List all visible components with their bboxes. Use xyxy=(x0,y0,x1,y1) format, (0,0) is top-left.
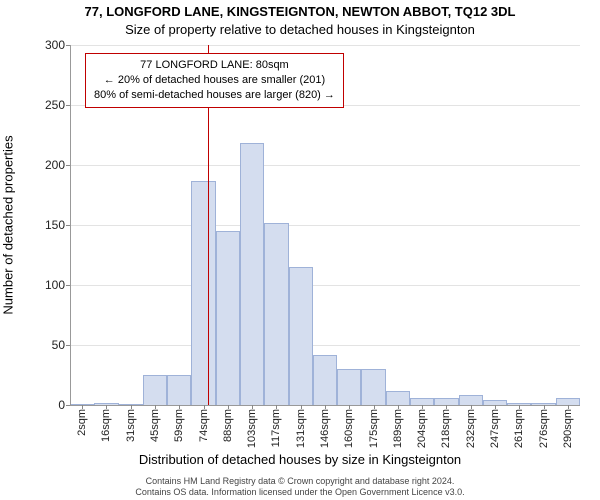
x-tick-label: 175sqm xyxy=(368,409,380,448)
chart-container: 77, LONGFORD LANE, KINGSTEIGNTON, NEWTON… xyxy=(0,0,600,500)
x-tick-label: 16sqm xyxy=(100,409,112,442)
y-axis-line xyxy=(70,45,71,405)
x-tick-label: 45sqm xyxy=(149,409,161,442)
y-tick-mark xyxy=(66,105,70,106)
x-tick-label: 218sqm xyxy=(440,409,452,448)
footer-attribution: Contains HM Land Registry data © Crown c… xyxy=(0,476,600,498)
y-tick-label: 100 xyxy=(35,278,65,292)
grid-line xyxy=(70,345,580,346)
x-tick-label: 117sqm xyxy=(270,409,282,447)
y-tick-label: 0 xyxy=(35,398,65,412)
y-axis-label: Number of detached properties xyxy=(1,135,16,314)
annotation-line: ← 20% of detached houses are smaller (20… xyxy=(94,73,335,88)
x-tick-label: 2sqm xyxy=(76,409,88,436)
histogram-bar xyxy=(191,181,215,405)
x-tick-label: 290sqm xyxy=(562,409,574,448)
histogram-bar xyxy=(167,375,191,405)
x-tick-label: 59sqm xyxy=(173,409,185,442)
footer-line-2: Contains OS data. Information licensed u… xyxy=(135,487,464,497)
annotation-box: 77 LONGFORD LANE: 80sqm← 20% of detached… xyxy=(85,53,344,108)
plot-area: 77 LONGFORD LANE: 80sqm← 20% of detached… xyxy=(70,45,580,405)
grid-line xyxy=(70,165,580,166)
x-tick-label: 204sqm xyxy=(416,409,428,448)
y-tick-label: 200 xyxy=(35,158,65,172)
x-axis-label: Distribution of detached houses by size … xyxy=(0,452,600,467)
grid-line xyxy=(70,45,580,46)
histogram-bar xyxy=(143,375,167,405)
y-tick-label: 250 xyxy=(35,98,65,112)
y-tick-mark xyxy=(66,225,70,226)
y-tick-mark xyxy=(66,345,70,346)
y-tick-label: 150 xyxy=(35,218,65,232)
x-tick-label: 103sqm xyxy=(246,409,258,448)
x-tick-label: 74sqm xyxy=(198,409,210,442)
annotation-line: 80% of semi-detached houses are larger (… xyxy=(94,88,335,103)
y-tick-mark xyxy=(66,285,70,286)
histogram-bar xyxy=(216,231,240,405)
x-tick-label: 261sqm xyxy=(513,409,525,448)
chart-subtitle: Size of property relative to detached ho… xyxy=(0,22,600,37)
y-tick-label: 50 xyxy=(35,338,65,352)
y-tick-mark xyxy=(66,45,70,46)
histogram-bar xyxy=(410,398,434,405)
x-tick-label: 160sqm xyxy=(343,409,355,448)
annotation-line: 77 LONGFORD LANE: 80sqm xyxy=(94,58,335,73)
histogram-bar xyxy=(434,398,458,405)
x-tick-label: 31sqm xyxy=(125,409,137,442)
histogram-bar xyxy=(337,369,361,405)
x-tick-label: 146sqm xyxy=(319,409,331,448)
footer-line-1: Contains HM Land Registry data © Crown c… xyxy=(146,476,455,486)
grid-line xyxy=(70,225,580,226)
x-tick-label: 189sqm xyxy=(392,409,404,448)
x-tick-label: 88sqm xyxy=(222,409,234,442)
histogram-bar xyxy=(240,143,264,405)
chart-title: 77, LONGFORD LANE, KINGSTEIGNTON, NEWTON… xyxy=(0,4,600,19)
x-tick-label: 131sqm xyxy=(295,409,307,448)
grid-line xyxy=(70,285,580,286)
x-tick-label: 247sqm xyxy=(489,409,501,448)
histogram-bar xyxy=(289,267,313,405)
histogram-bar xyxy=(459,395,483,405)
histogram-bar xyxy=(386,391,410,405)
y-tick-mark xyxy=(66,165,70,166)
histogram-bar xyxy=(361,369,385,405)
x-tick-label: 276sqm xyxy=(538,409,550,448)
y-tick-label: 300 xyxy=(35,38,65,52)
histogram-bar xyxy=(264,223,288,405)
x-tick-label: 232sqm xyxy=(465,409,477,448)
histogram-bar xyxy=(313,355,337,405)
y-tick-mark xyxy=(66,405,70,406)
histogram-bar xyxy=(556,398,580,405)
